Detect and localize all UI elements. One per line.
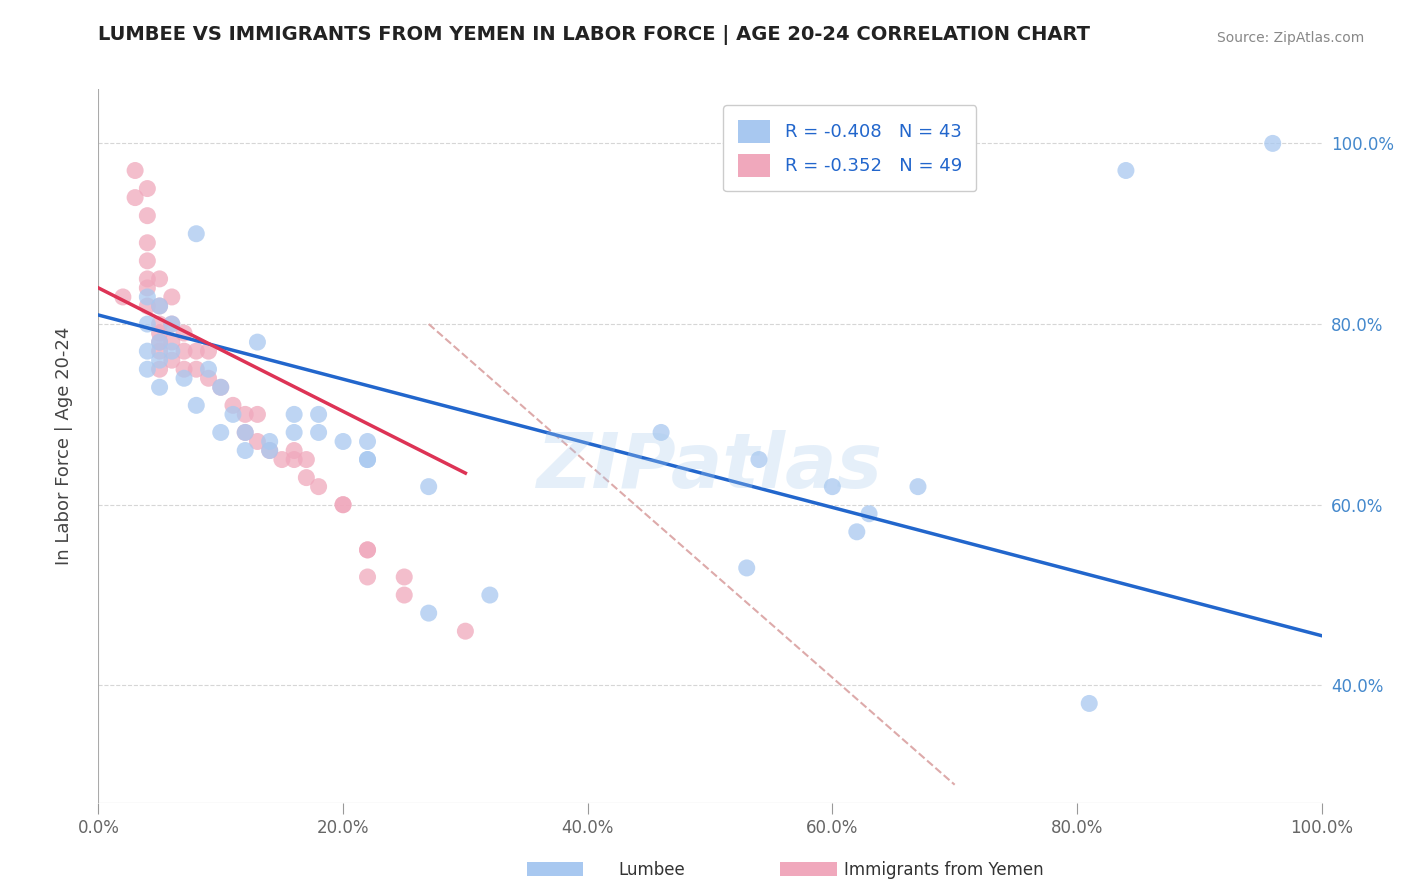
Point	[209, 380, 232, 394]
Point	[173, 371, 195, 385]
Point	[160, 317, 183, 331]
Point	[136, 272, 159, 286]
Point	[173, 362, 195, 376]
Point	[149, 317, 172, 331]
Legend: R = -0.408   N = 43, R = -0.352   N = 49: R = -0.408 N = 43, R = -0.352 N = 49	[723, 105, 976, 192]
Point	[858, 507, 880, 521]
Point	[246, 408, 269, 422]
Point	[748, 452, 770, 467]
Point	[283, 425, 305, 440]
Text: LUMBEE VS IMMIGRANTS FROM YEMEN IN LABOR FORCE | AGE 20-24 CORRELATION CHART: LUMBEE VS IMMIGRANTS FROM YEMEN IN LABOR…	[98, 25, 1091, 45]
Point	[454, 624, 477, 639]
Point	[356, 542, 378, 557]
Point	[1261, 136, 1284, 151]
Point	[259, 443, 281, 458]
Point	[233, 425, 256, 440]
Point	[233, 408, 256, 422]
Point	[186, 362, 208, 376]
Point	[392, 570, 416, 584]
Point	[233, 425, 256, 440]
Point	[136, 181, 159, 195]
Point	[160, 344, 183, 359]
Point	[392, 588, 416, 602]
Point	[186, 227, 208, 241]
Point	[356, 452, 378, 467]
Point	[186, 398, 208, 412]
Point	[222, 398, 245, 412]
Point	[332, 434, 354, 449]
Point	[259, 434, 281, 449]
Text: Source: ZipAtlas.com: Source: ZipAtlas.com	[1216, 30, 1364, 45]
Point	[124, 163, 146, 178]
Point	[136, 362, 159, 376]
Point	[160, 353, 183, 368]
Point	[1078, 697, 1101, 711]
Point	[270, 452, 294, 467]
Point	[283, 408, 305, 422]
Point	[356, 570, 378, 584]
Point	[186, 344, 208, 359]
Point	[149, 299, 172, 313]
Point	[259, 443, 281, 458]
Point	[735, 561, 758, 575]
Point	[173, 326, 195, 340]
Y-axis label: In Labor Force | Age 20-24: In Labor Force | Age 20-24	[55, 326, 73, 566]
Point	[283, 452, 305, 467]
Point	[149, 299, 172, 313]
Text: ZIPatlas: ZIPatlas	[537, 431, 883, 504]
Point	[222, 408, 245, 422]
Point	[1115, 163, 1137, 178]
Point	[149, 353, 172, 368]
Point	[209, 425, 232, 440]
Point	[149, 344, 172, 359]
Point	[136, 290, 159, 304]
Point	[136, 317, 159, 331]
Point	[332, 498, 354, 512]
Point	[478, 588, 501, 602]
Point	[197, 362, 219, 376]
Point	[233, 443, 256, 458]
Point	[418, 480, 440, 494]
Point	[308, 408, 330, 422]
Point	[149, 335, 172, 350]
Point	[209, 380, 232, 394]
Point	[418, 606, 440, 620]
Point	[136, 281, 159, 295]
Point	[136, 253, 159, 268]
Point	[356, 452, 378, 467]
Point	[907, 480, 929, 494]
Point	[136, 299, 159, 313]
Point	[149, 380, 172, 394]
Point	[149, 362, 172, 376]
Text: Lumbee: Lumbee	[619, 861, 685, 879]
Point	[308, 480, 330, 494]
Point	[149, 335, 172, 350]
Point	[246, 335, 269, 350]
Point	[136, 344, 159, 359]
Point	[246, 434, 269, 449]
Point	[160, 317, 183, 331]
Point	[136, 209, 159, 223]
Point	[821, 480, 844, 494]
Point	[160, 335, 183, 350]
Point	[149, 326, 172, 340]
Point	[149, 272, 172, 286]
Point	[160, 290, 183, 304]
Point	[283, 443, 305, 458]
Point	[136, 235, 159, 250]
Point	[173, 344, 195, 359]
Point	[111, 290, 134, 304]
Point	[124, 191, 146, 205]
Point	[332, 498, 354, 512]
Point	[197, 371, 219, 385]
Point	[356, 542, 378, 557]
Point	[295, 452, 318, 467]
Text: Immigrants from Yemen: Immigrants from Yemen	[844, 861, 1043, 879]
Point	[650, 425, 672, 440]
Point	[197, 344, 219, 359]
Point	[295, 470, 318, 484]
Point	[308, 425, 330, 440]
Point	[356, 434, 378, 449]
Point	[845, 524, 868, 539]
